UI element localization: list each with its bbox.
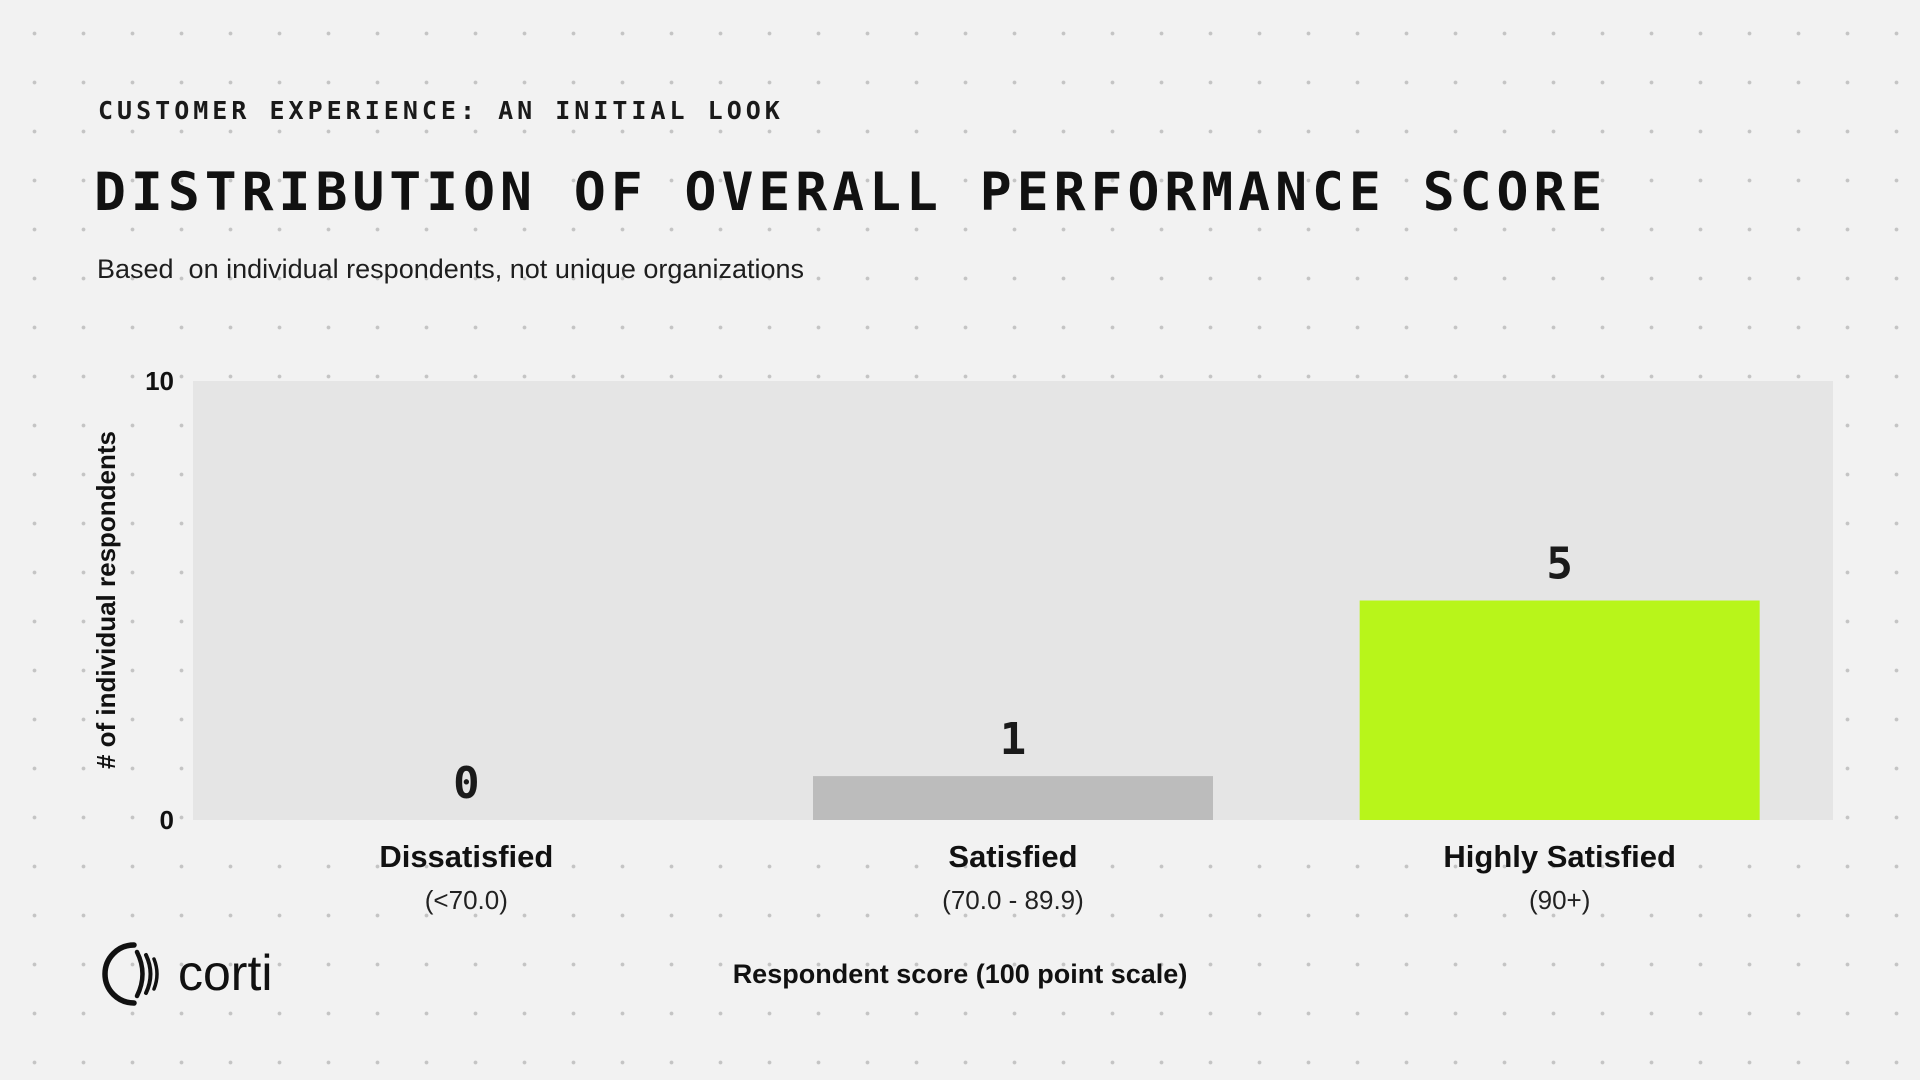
x-category-range-label: (<70.0): [425, 885, 508, 915]
x-category-range-label: (90+): [1529, 885, 1590, 915]
x-category-range-label: (70.0 - 89.9): [942, 885, 1084, 915]
bar-value-label: 0: [453, 758, 480, 809]
corti-logo-icon: corti: [102, 942, 272, 1006]
x-axis-label: Respondent score (100 point scale): [733, 959, 1188, 989]
bar: [1359, 600, 1760, 820]
x-category-label: Highly Satisfied: [1443, 839, 1676, 874]
bar: [813, 776, 1213, 820]
y-axis-label: # of individual respondents: [91, 431, 121, 769]
bar-value-label: 1: [1000, 714, 1027, 765]
chart-eyebrow: CUSTOMER EXPERIENCE: AN INITIAL LOOK: [98, 96, 784, 125]
y-tick-label: 0: [160, 805, 174, 835]
chart-title: DISTRIBUTION OF OVERALL PERFORMANCE SCOR…: [94, 162, 1608, 223]
y-tick-label: 10: [145, 366, 174, 396]
logo-text: corti: [178, 945, 272, 1001]
x-category-label: Satisfied: [948, 839, 1077, 874]
x-category-label: Dissatisfied: [379, 839, 553, 874]
corti-logo: corti: [96, 940, 306, 1008]
chart-subtitle: Based on individual respondents, not uni…: [97, 254, 804, 284]
bar-value-label: 5: [1546, 539, 1573, 590]
